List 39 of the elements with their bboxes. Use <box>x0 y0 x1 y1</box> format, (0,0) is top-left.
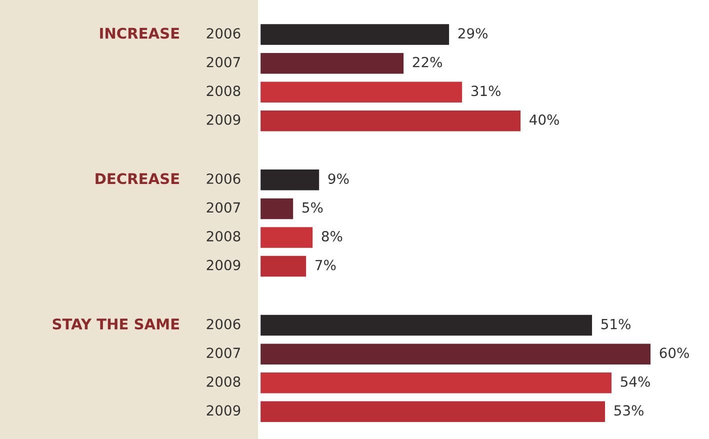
data-label: 7% <box>316 260 336 270</box>
text: 2006 <box>206 318 240 330</box>
bar <box>260 372 612 394</box>
text: 2007 <box>206 202 240 213</box>
text: 2006 <box>206 173 240 184</box>
data-label: 8% <box>322 231 342 242</box>
data-label: 51% <box>601 318 630 330</box>
bar <box>260 227 313 248</box>
data-label: 53% <box>614 405 644 416</box>
data-label: 31% <box>471 86 500 96</box>
data-label: 40% <box>530 114 559 125</box>
bar <box>260 170 320 190</box>
bar <box>260 256 306 277</box>
bar <box>260 198 294 220</box>
series-label: 2007 <box>206 56 240 68</box>
text: 2009 <box>206 260 240 270</box>
data-label: 60% <box>660 348 689 358</box>
data-label: 29% <box>458 28 488 39</box>
series-label: 2008 <box>206 86 240 96</box>
text: 2009 <box>206 405 240 416</box>
data-label: 54% <box>620 376 650 387</box>
bar <box>260 401 606 422</box>
data-label: 9% <box>328 173 349 184</box>
data-label: 22% <box>412 56 442 68</box>
bar <box>260 344 651 364</box>
series-label: 2009 <box>206 114 240 125</box>
y-tick-label: INCREASE <box>100 28 179 39</box>
bar <box>260 314 592 336</box>
text: 2008 <box>206 231 240 242</box>
y-tick-label: DECREASE <box>96 173 179 184</box>
series-label: 2006 <box>206 28 240 39</box>
text: 2007 <box>206 348 240 358</box>
data-label: 5% <box>302 202 323 213</box>
text: 2008 <box>206 376 240 387</box>
bar <box>260 110 521 132</box>
bar <box>260 52 404 74</box>
bar <box>260 82 462 102</box>
bar <box>260 24 450 45</box>
y-tick-label: STAY THE SAME <box>52 318 179 330</box>
